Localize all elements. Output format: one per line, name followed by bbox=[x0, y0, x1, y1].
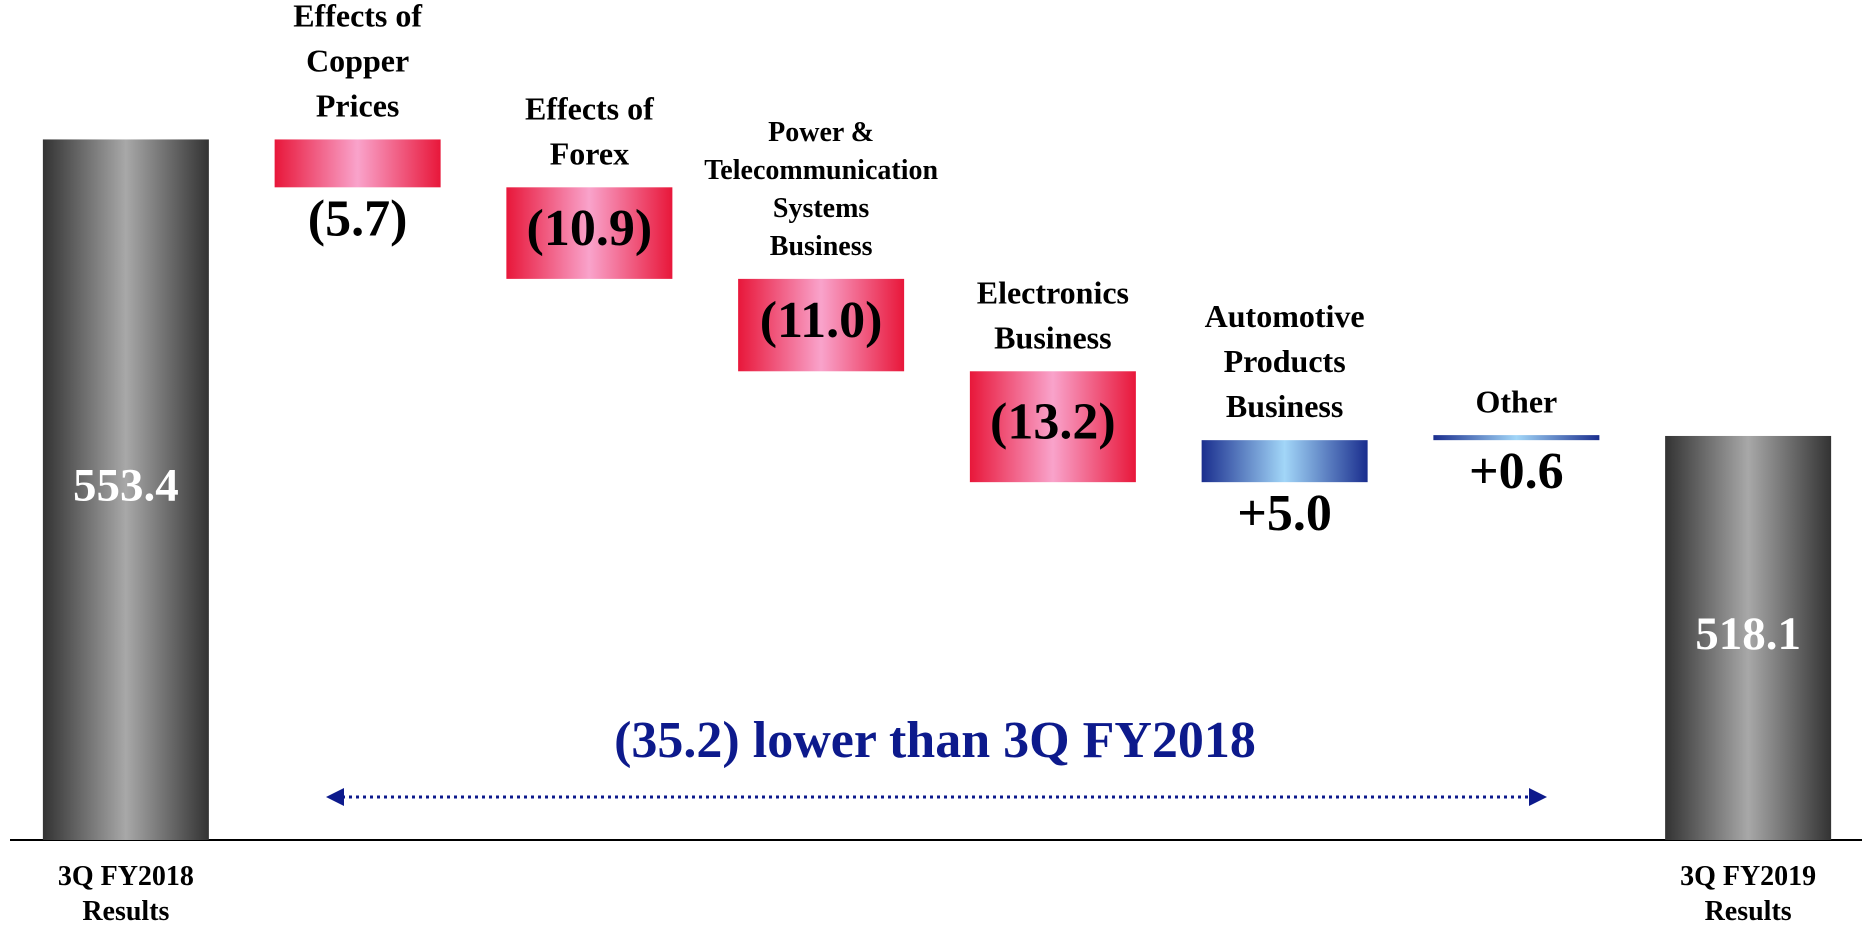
bar bbox=[42, 139, 209, 840]
value-label: (5.7) bbox=[308, 190, 408, 247]
value-label: +5.0 bbox=[1237, 485, 1332, 542]
bar bbox=[506, 187, 673, 279]
bar bbox=[1433, 435, 1600, 441]
value-label: 518.1 bbox=[1695, 608, 1801, 660]
bar bbox=[1201, 440, 1368, 483]
category-label: 3Q FY2018 Results bbox=[58, 861, 194, 927]
category-label: Power & Telecommunication Systems Business bbox=[704, 117, 938, 262]
value-label: (13.2) bbox=[990, 394, 1116, 451]
category-label: 3Q FY2019 Results bbox=[1680, 861, 1816, 927]
category-label: Other bbox=[1476, 383, 1558, 419]
value-label: (10.9) bbox=[527, 200, 653, 257]
bar bbox=[969, 371, 1136, 483]
category-label: Automotive Products Business bbox=[1205, 299, 1365, 425]
value-label: (11.0) bbox=[760, 292, 883, 349]
category-label: Effects of Copper Prices bbox=[293, 0, 422, 124]
bar bbox=[738, 278, 905, 372]
value-label: +0.6 bbox=[1469, 443, 1564, 500]
annotation: (35.2) lower than 3Q FY2018 bbox=[614, 712, 1256, 769]
value-label: 553.4 bbox=[73, 460, 179, 512]
bar bbox=[1665, 435, 1832, 840]
category-label: Effects of Forex bbox=[525, 91, 654, 172]
category-label: Electronics Business bbox=[977, 275, 1129, 356]
bar bbox=[274, 139, 441, 188]
